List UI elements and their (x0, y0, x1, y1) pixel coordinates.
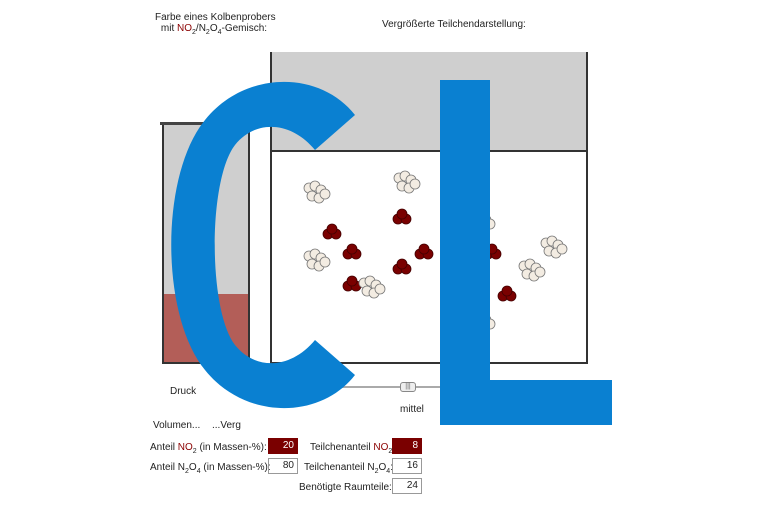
anteil-no2-field[interactable]: 20 (268, 438, 298, 454)
particle-view (303, 170, 568, 334)
color-title-line2: mit NO2/N2O4-Gemisch: (160, 23, 268, 36)
no2-molecule (346, 243, 358, 255)
no2-molecule (326, 223, 338, 235)
particle-title: Vergrößerte Teilchendarstellung: (382, 19, 526, 30)
teilchen-n2o4-field[interactable]: 16 (392, 458, 422, 474)
cl-logo (171, 80, 612, 425)
n2o4-molecule (319, 188, 331, 200)
n2o4-molecule (534, 266, 546, 278)
anteil-n2o4-label: Anteil N2O4 (in Massen-%): (150, 462, 271, 475)
raumteile-field[interactable]: 24 (392, 478, 422, 494)
vergroesserung-label: ...Verg (212, 420, 241, 431)
druck-label: Druck (170, 386, 197, 397)
no2-molecule (418, 243, 430, 255)
teilchen-no2-field[interactable]: 8 (392, 438, 422, 454)
no2-molecule (396, 208, 408, 220)
teilchen-n2o4-label: Teilchenanteil N2O4: (304, 462, 393, 475)
color-title: Farbe eines Kolbenprobers mit NO2/N2O4-G… (155, 12, 276, 36)
no2-molecule (346, 275, 358, 287)
anteil-no2-label: Anteil NO2 (in Massen-%): (150, 442, 267, 455)
teilchen-no2-label: Teilchenanteil NO2: (310, 442, 395, 455)
no2-molecule (396, 258, 408, 270)
n2o4-molecule (409, 178, 421, 190)
color-title-line1: Farbe eines Kolbenprobers (155, 12, 276, 23)
no2-molecule (501, 285, 513, 297)
mittel-label: mittel (400, 404, 424, 415)
particle-container (270, 52, 588, 364)
n2o4-molecule (319, 256, 331, 268)
volumen-label: Volumen... (153, 420, 201, 431)
n2o4-molecule (374, 283, 386, 295)
raumteile-label: Benötigte Raumteile: (299, 482, 392, 493)
n2o4-molecule (556, 243, 568, 255)
temperature-slider-track[interactable] (320, 386, 470, 388)
anteil-n2o4-field[interactable]: 80 (268, 458, 298, 474)
temperature-slider-handle[interactable]: ||| (400, 382, 416, 392)
